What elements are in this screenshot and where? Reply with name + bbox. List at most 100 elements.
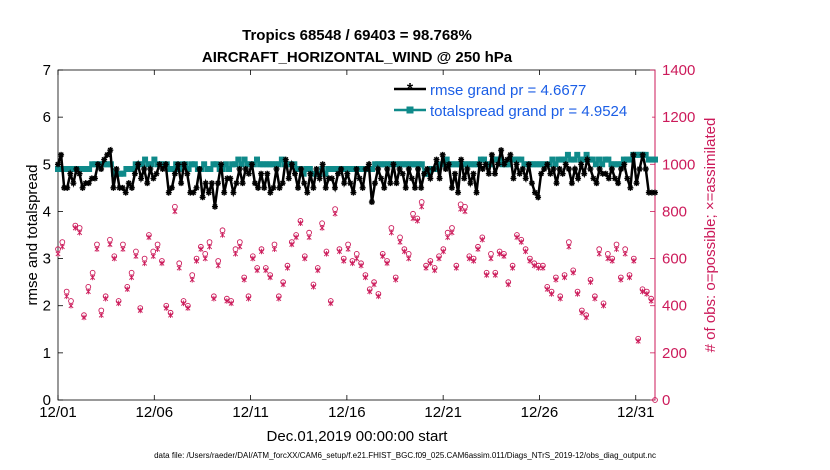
obs-assimilated-point xyxy=(449,229,455,236)
spread-point xyxy=(306,166,313,172)
obs-assimilated-glyph xyxy=(254,267,260,274)
obs-assimilated-glyph xyxy=(155,246,161,252)
x-tick-label: 12/21 xyxy=(424,404,462,421)
rmse-point xyxy=(368,199,375,205)
spread-point xyxy=(471,161,478,168)
obs-assimilated-glyph xyxy=(618,276,624,283)
y2-tick-label: 1400 xyxy=(662,62,695,79)
obs-assimilated-glyph xyxy=(626,274,633,281)
obs-assimilated-glyph xyxy=(220,232,226,238)
spread-point xyxy=(58,166,65,172)
obs-assimilated-point xyxy=(159,260,165,267)
obs-assimilated-point xyxy=(315,267,321,274)
obs-assimilated-glyph xyxy=(648,298,654,304)
rmse-point xyxy=(541,166,548,172)
rmse-point xyxy=(325,175,332,182)
rmse-point xyxy=(181,161,188,168)
rmse-point xyxy=(58,151,65,158)
obs-assimilated-glyph xyxy=(536,265,542,271)
spread-point xyxy=(275,161,282,168)
legend-rmse-label: rmse grand pr = 4.6677 xyxy=(430,82,586,99)
spread-point xyxy=(294,166,301,172)
obs-assimilated-glyph xyxy=(479,236,485,243)
obs-assimilated-point xyxy=(557,295,563,302)
obs-assimilated-point xyxy=(536,265,542,271)
rmse-point xyxy=(433,156,440,163)
obs-assimilated-glyph xyxy=(401,248,407,255)
obs-assimilated-point xyxy=(618,276,624,283)
rmse-point xyxy=(455,189,462,196)
rmse-series xyxy=(55,146,658,210)
obs-assimilated-glyph xyxy=(427,260,433,267)
axes: 12/01 12/06 12/11 12/16 12/21 12/26 12/31 0 1 2 3 4… xyxy=(39,62,695,421)
obs-assimilated-point xyxy=(258,248,265,255)
obs-assimilated-glyph xyxy=(553,276,559,283)
rmse-point xyxy=(276,184,283,191)
rmse-point xyxy=(304,189,311,196)
spread-point xyxy=(403,161,410,168)
x-tick-label: 12/26 xyxy=(521,404,559,421)
rmse-point xyxy=(451,170,458,177)
obs-assimilated-point xyxy=(271,246,277,252)
rmse-point xyxy=(218,161,225,168)
rmse-point xyxy=(421,170,428,177)
rmse-point xyxy=(396,166,403,172)
y2-tick-label: 0 xyxy=(662,392,670,409)
obs-assimilated-glyph xyxy=(142,260,148,267)
obs-assimilated-point xyxy=(116,300,122,307)
rmse-point xyxy=(282,156,289,163)
rmse-point xyxy=(405,166,412,172)
rmse-point xyxy=(156,161,163,168)
rmse-point xyxy=(335,170,342,177)
rmse-point xyxy=(341,180,348,187)
obs-assimilated-point xyxy=(540,265,546,271)
rmse-point xyxy=(70,180,77,187)
spread-point xyxy=(592,161,599,168)
rmse-point xyxy=(107,147,114,154)
obs-assimilated-glyph xyxy=(336,248,342,255)
rmse-point xyxy=(159,166,166,172)
spread-point xyxy=(101,161,108,168)
spread-point xyxy=(627,156,634,163)
obs-assimilated-point xyxy=(55,251,61,257)
obs-assimilated-glyph xyxy=(237,243,243,250)
spread-point xyxy=(347,166,354,172)
spread-point xyxy=(409,161,416,168)
rmse-point xyxy=(76,170,83,177)
obs-assimilated-point xyxy=(72,225,78,231)
obs-assimilated-point xyxy=(497,251,503,257)
rmse-point xyxy=(476,161,483,168)
y2-tick-label: 1200 xyxy=(662,109,695,126)
rmse-point xyxy=(193,184,200,191)
obs-assimilated-glyph xyxy=(85,288,91,295)
rmse-point xyxy=(415,166,422,172)
obs-assimilated-glyph xyxy=(194,258,200,264)
rmse-point xyxy=(424,166,431,172)
spread-point xyxy=(123,166,130,172)
spread-point xyxy=(325,166,332,172)
rmse-point xyxy=(587,166,594,172)
spread-point xyxy=(648,156,655,163)
obs-assimilated-glyph xyxy=(639,288,646,295)
rmse-point xyxy=(525,161,532,168)
spread-point xyxy=(210,161,217,168)
rmse-point xyxy=(147,166,154,172)
obs-assimilated-point xyxy=(648,298,654,304)
obs-assimilated-point xyxy=(510,265,516,271)
obs-assimilated-glyph xyxy=(492,272,498,278)
obs-assimilated-point xyxy=(622,251,628,257)
rmse-point xyxy=(436,175,443,182)
obs-assimilated-point xyxy=(94,246,100,252)
rmse-point xyxy=(531,189,538,196)
obs-assimilated-point xyxy=(90,274,96,281)
rmse-point xyxy=(258,170,265,177)
rmse-point xyxy=(313,166,320,172)
obs-assimilated-glyph xyxy=(484,272,490,278)
obs-assimilated-point xyxy=(644,291,650,297)
rmse-point xyxy=(553,180,560,187)
rmse-point xyxy=(645,189,652,196)
rmse-point xyxy=(507,151,514,158)
obs-assimilated-glyph xyxy=(514,234,520,241)
rmse-point xyxy=(295,184,302,191)
